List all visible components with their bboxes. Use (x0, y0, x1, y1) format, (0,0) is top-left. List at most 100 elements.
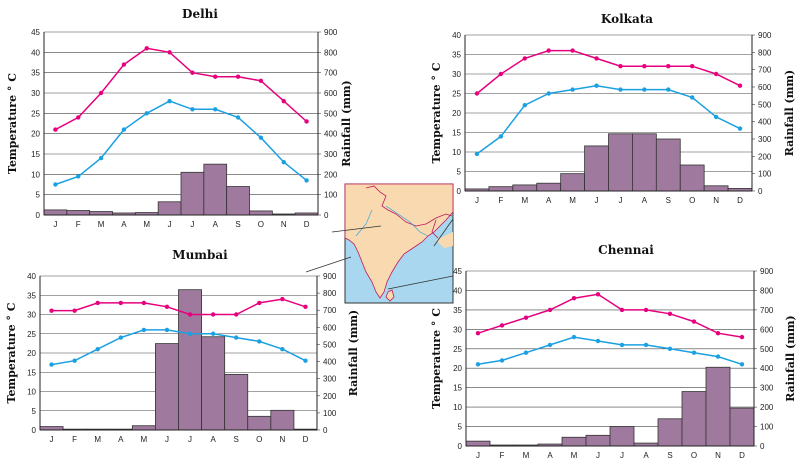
rainfall-bar (465, 440, 491, 447)
map-sri-lanka (385, 289, 395, 302)
temp-tick-label: 10 (27, 388, 36, 397)
temp-max-point (570, 48, 575, 53)
temp-max-point (618, 63, 623, 69)
temp-min-point (522, 103, 527, 108)
month-label: J (620, 451, 624, 460)
month-label: J (618, 196, 622, 205)
chart-title: Delhi (182, 7, 218, 21)
temp-max-point (547, 307, 553, 313)
temp-max-point (187, 312, 193, 317)
temp-axis-title: Temperature ° C (430, 62, 443, 163)
temp-min-point (190, 107, 195, 112)
month-label: J (188, 435, 192, 444)
map-neighbour-land (436, 232, 453, 248)
temp-min-point (76, 174, 81, 179)
rain-tick-label: 100 (760, 423, 774, 432)
temp-min-point (257, 339, 262, 344)
month-label: N (715, 451, 721, 460)
rainfall-bar (131, 425, 156, 431)
leader-chennai (387, 275, 454, 290)
temp-min-point (187, 331, 193, 336)
rain-tick-label: 800 (324, 48, 338, 57)
temp-min-point (72, 358, 77, 363)
rain-tick-label: 800 (323, 289, 337, 298)
temp-max-point (141, 300, 147, 306)
month-label: O (689, 196, 695, 205)
rainfall-bar (703, 185, 729, 192)
rain-tick-label: 700 (324, 69, 338, 78)
temp-max-point (235, 74, 241, 79)
rain-tick-label: 400 (323, 358, 337, 367)
month-label: F (498, 196, 503, 205)
month-label: A (118, 435, 124, 444)
temp-max-point (571, 296, 577, 301)
temp-max-point (499, 323, 505, 328)
rain-tick-label: 200 (323, 392, 337, 401)
temp-tick-label: 20 (453, 364, 462, 373)
rain-tick-label: 300 (324, 150, 338, 159)
month-label: M (521, 196, 528, 205)
temp-max-point (475, 331, 481, 336)
rainfall-bar (247, 415, 272, 431)
temp-max-point (594, 56, 599, 61)
rain-tick-label: 700 (760, 306, 774, 315)
rain-tick-label: 500 (323, 340, 337, 349)
month-label: J (50, 435, 54, 444)
temp-tick-label: 5 (457, 168, 462, 177)
chart-kolkata: Kolkata051015202530354001002003004005006… (430, 12, 796, 205)
rainfall-bar (705, 366, 731, 447)
temp-tick-label: 20 (31, 130, 40, 139)
rain-tick-label: 600 (758, 83, 772, 92)
month-label: D (737, 196, 743, 205)
rainfall-bar (226, 186, 250, 216)
temp-max-point (281, 98, 286, 104)
temp-max-point (121, 62, 127, 67)
month-label: N (279, 435, 285, 444)
temp-tick-label: 40 (31, 48, 40, 57)
temp-tick-label: 30 (31, 89, 40, 98)
month-label: J (476, 451, 480, 460)
leader-delhi (331, 225, 382, 233)
temp-min-point (144, 111, 149, 116)
month-label: J (168, 220, 172, 229)
temp-tick-label: 45 (453, 267, 462, 276)
temp-max-point (546, 48, 551, 53)
rainfall-bar (89, 211, 113, 216)
temp-max-point (210, 312, 216, 317)
chart-chennai: Chennai 0 5 10 15 20 25 30 35 40 45 0 100 200 300 400 50… (430, 243, 797, 460)
rain-axis-title: Rainfall (mm) (783, 70, 796, 156)
temp-min-point (570, 87, 575, 92)
temp-max-point (234, 312, 239, 317)
temp-min-point (213, 107, 218, 112)
temp-max-line (476, 49, 741, 95)
temp-max-point (164, 304, 170, 309)
temp-tick-label: 15 (452, 129, 461, 138)
temp-tick-label: 40 (452, 31, 461, 40)
temp-min-point (118, 335, 123, 340)
rain-tick-label: 600 (760, 325, 774, 334)
temp-min-point (739, 362, 745, 367)
rainfall-bar (536, 182, 562, 192)
temp-max-line (55, 47, 308, 131)
temp-tick-label: 0 (32, 426, 37, 435)
temp-tick-label: 35 (27, 291, 36, 300)
rain-tick-label: 700 (758, 66, 772, 75)
month-label: M (94, 435, 101, 444)
rainfall-bar (657, 418, 683, 447)
temp-min-line (477, 336, 743, 366)
map-rivers (355, 205, 429, 237)
temp-min-point (304, 178, 309, 183)
temp-max-point (523, 315, 529, 320)
rainfall-bar (561, 436, 587, 447)
chart-title: Chennai (598, 243, 654, 257)
temp-tick-label: 45 (31, 28, 40, 37)
temp-min-point (474, 151, 480, 157)
temp-tick-label: 5 (32, 407, 37, 416)
chart-title: Kolkata (601, 12, 653, 26)
temp-min-point (141, 327, 147, 333)
rain-tick-label: 600 (324, 89, 338, 98)
temp-min-point (303, 358, 308, 363)
temp-min-point (53, 182, 58, 187)
temp-max-point (76, 115, 81, 120)
temp-max-point (303, 304, 308, 309)
